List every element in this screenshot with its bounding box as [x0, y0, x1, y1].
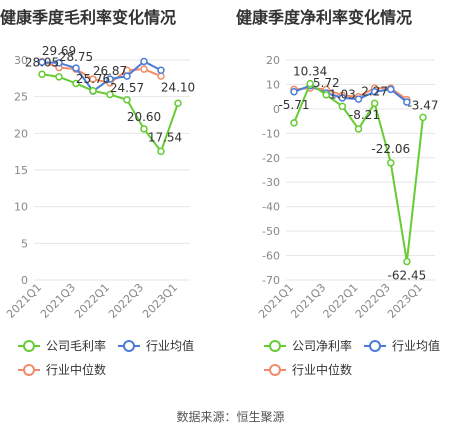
data-point: [338, 94, 347, 102]
data-point: [174, 99, 182, 108]
data-label: 2.27: [361, 84, 388, 98]
data-point: [38, 58, 46, 66]
legend-label: 公司毛利率: [46, 338, 106, 353]
legend-label: 公司净利率: [292, 338, 352, 353]
data-point: [72, 64, 80, 72]
y-tick-label: 0: [21, 274, 28, 287]
y-tick-label: -20: [262, 152, 280, 165]
data-label: 17.54: [148, 130, 182, 144]
data-label: 24.57: [110, 81, 144, 95]
data-point: [123, 96, 131, 104]
data-point: [322, 91, 330, 99]
data-point: [403, 257, 411, 266]
x-tick-label: 2022Q3: [106, 281, 146, 321]
chart-title-net-margin: 健康季度净利率变化情况: [236, 8, 413, 27]
chart-title-gross-margin: 健康季度毛利率变化情况: [0, 8, 177, 27]
y-tick-label: 10: [266, 78, 280, 91]
data-label: 20.60: [127, 110, 161, 124]
legend-marker: [269, 364, 281, 376]
y-tick-label: -40: [262, 201, 280, 214]
x-tick-label: 2021Q3: [38, 281, 78, 321]
x-tick-label: 2022Q1: [72, 281, 112, 321]
data-point: [290, 119, 298, 127]
x-tick-label: 2023Q1: [140, 281, 180, 321]
legend-label: 行业中位数: [46, 362, 106, 377]
y-tick-label: -50: [262, 225, 280, 238]
y-tick-label: 20: [266, 54, 280, 67]
legend-label: 行业均值: [146, 338, 194, 353]
data-label: -8.21: [349, 108, 380, 122]
y-tick-label: 25: [14, 91, 28, 104]
x-tick-label: 2023Q1: [385, 281, 425, 321]
legend-marker: [123, 340, 135, 352]
data-label: 1.03: [329, 87, 356, 101]
data-point: [354, 95, 363, 103]
data-label: -22.06: [371, 142, 410, 156]
data-point: [403, 98, 411, 106]
data-source: 数据来源：恒生聚源: [176, 410, 285, 424]
data-point: [387, 85, 395, 94]
data-point: [55, 59, 63, 67]
data-point: [89, 87, 97, 95]
data-label: -3.47: [407, 98, 438, 112]
data-point: [140, 65, 148, 73]
data-point: [140, 125, 148, 133]
legend-marker: [23, 340, 35, 352]
data-point: [354, 125, 363, 133]
data-point: [38, 70, 46, 79]
data-point: [370, 99, 379, 108]
y-tick-label: 20: [14, 127, 28, 140]
y-tick-label: -30: [262, 176, 280, 189]
data-label: 10.34: [293, 65, 327, 79]
data-point: [55, 73, 63, 81]
data-point: [290, 88, 298, 96]
y-tick-label: 0: [273, 103, 280, 116]
data-point: [387, 159, 395, 167]
data-point: [157, 147, 165, 156]
data-point: [123, 72, 131, 80]
data-point: [89, 75, 97, 83]
data-label: 25.76: [76, 72, 110, 86]
legend-label: 行业均值: [392, 338, 440, 353]
data-label: 26.87: [93, 64, 127, 78]
data-label: 5.72: [313, 76, 340, 90]
legend-marker: [269, 340, 281, 352]
legend-marker: [369, 340, 381, 352]
y-tick-label: -70: [262, 274, 280, 287]
data-point: [140, 57, 148, 66]
y-tick-label: 30: [14, 54, 28, 67]
y-tick-label: 15: [14, 164, 28, 177]
y-tick-label: -10: [262, 127, 280, 140]
data-label: 28.75: [59, 50, 93, 64]
data-label: 24.10: [161, 80, 195, 94]
data-point: [419, 113, 427, 122]
data-label: -62.45: [388, 269, 427, 283]
data-point: [157, 72, 165, 80]
data-point: [72, 79, 80, 88]
legend-marker: [23, 364, 35, 376]
legend-label: 行业中位数: [292, 362, 352, 377]
data-point: [306, 79, 314, 88]
y-tick-label: -60: [262, 250, 280, 263]
data-label: 28.05: [25, 55, 59, 69]
y-tick-label: 5: [21, 237, 28, 250]
data-point: [338, 102, 347, 111]
y-tick-label: 10: [14, 201, 28, 214]
data-label: -5.71: [278, 98, 309, 112]
data-point: [106, 75, 114, 83]
data-point: [157, 66, 165, 75]
data-point: [106, 90, 114, 99]
data-label: 29.69: [42, 44, 76, 58]
data-point: [370, 88, 379, 96]
